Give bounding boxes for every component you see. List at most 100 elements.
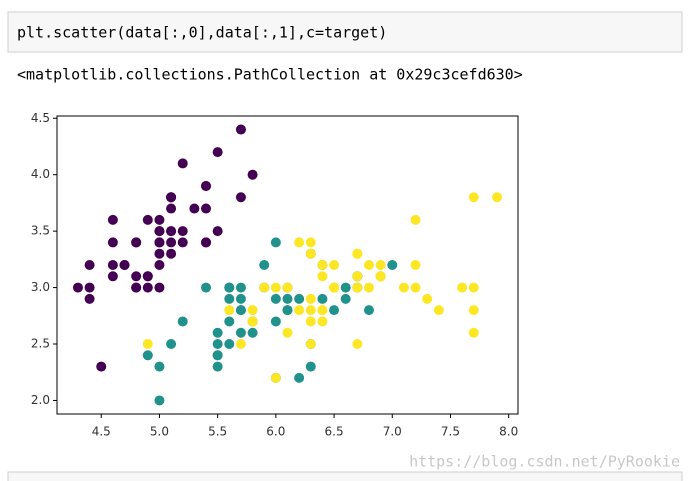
point (142, 271, 153, 282)
x-tick-label: 7.0 (383, 425, 402, 439)
point (375, 260, 386, 270)
point (212, 339, 223, 350)
point (317, 271, 328, 282)
point (247, 327, 258, 338)
point (235, 192, 246, 203)
point (154, 361, 165, 372)
point (107, 271, 118, 282)
point (282, 327, 293, 338)
x-tick-label: 5.0 (150, 425, 169, 439)
point (154, 282, 165, 293)
point (305, 237, 316, 248)
point (410, 260, 421, 270)
point (235, 293, 246, 304)
point (212, 361, 223, 372)
point (131, 282, 142, 293)
point (107, 214, 118, 225)
point (131, 237, 142, 248)
point (224, 293, 235, 304)
point (294, 237, 305, 248)
point (119, 260, 130, 270)
point (201, 180, 212, 191)
point (142, 350, 153, 361)
point (166, 248, 177, 259)
point (235, 124, 246, 135)
point (294, 305, 305, 316)
point (154, 395, 165, 406)
point (131, 271, 142, 282)
point (457, 282, 468, 293)
point (107, 260, 118, 270)
point (259, 282, 270, 293)
point (235, 305, 246, 316)
point (166, 339, 177, 350)
point (107, 237, 118, 248)
point (212, 226, 223, 237)
y-tick-label: 3.5 (31, 224, 50, 238)
point (305, 248, 316, 259)
point (177, 316, 188, 327)
point (142, 282, 153, 293)
point (270, 293, 281, 304)
point (201, 203, 212, 214)
point (329, 282, 340, 293)
point (294, 372, 305, 383)
point (282, 305, 293, 316)
point (468, 282, 479, 293)
point (235, 282, 246, 293)
point (177, 237, 188, 248)
x-tick-label: 6.5 (325, 425, 344, 439)
point (305, 305, 316, 316)
point (305, 339, 316, 350)
point (352, 282, 363, 293)
watermark: https://blog.csdn.net/PyRookie (409, 453, 680, 471)
point (142, 214, 153, 225)
point (235, 339, 246, 350)
point (352, 248, 363, 259)
point (305, 361, 316, 372)
point (224, 305, 235, 316)
point (142, 339, 153, 350)
y-tick-label: 3.0 (31, 280, 50, 294)
point (270, 282, 281, 293)
x-tick-label: 8.0 (499, 425, 518, 439)
point (84, 282, 95, 293)
point (235, 327, 246, 338)
code-cell[interactable] (7, 11, 683, 53)
point (422, 293, 433, 304)
point (247, 305, 258, 316)
point (96, 361, 107, 372)
y-tick-label: 4.5 (31, 111, 50, 125)
point (410, 282, 421, 293)
point (270, 237, 281, 248)
point (154, 260, 165, 270)
point (317, 260, 328, 270)
point (468, 192, 479, 203)
point (224, 282, 235, 293)
y-tick-label: 2.5 (31, 337, 50, 351)
y-tick-label: 4.0 (31, 167, 50, 181)
point (317, 316, 328, 327)
point (189, 203, 200, 214)
output: <matplotlib.collections.PathCollection a… (17, 66, 523, 84)
point (340, 293, 351, 304)
point (224, 316, 235, 327)
point (329, 305, 340, 316)
point (270, 372, 281, 383)
point (166, 237, 177, 248)
point (154, 214, 165, 225)
point (166, 203, 177, 214)
point (375, 271, 386, 282)
point (387, 260, 398, 270)
point (340, 282, 351, 293)
point (363, 260, 374, 270)
point (363, 282, 374, 293)
point (177, 226, 188, 237)
code: plt.scatter(data[:,0],data[:,1],c=target… (17, 24, 387, 42)
point (154, 248, 165, 259)
next-cell[interactable] (7, 471, 683, 481)
point (212, 350, 223, 361)
point (329, 260, 340, 270)
point (72, 282, 83, 293)
